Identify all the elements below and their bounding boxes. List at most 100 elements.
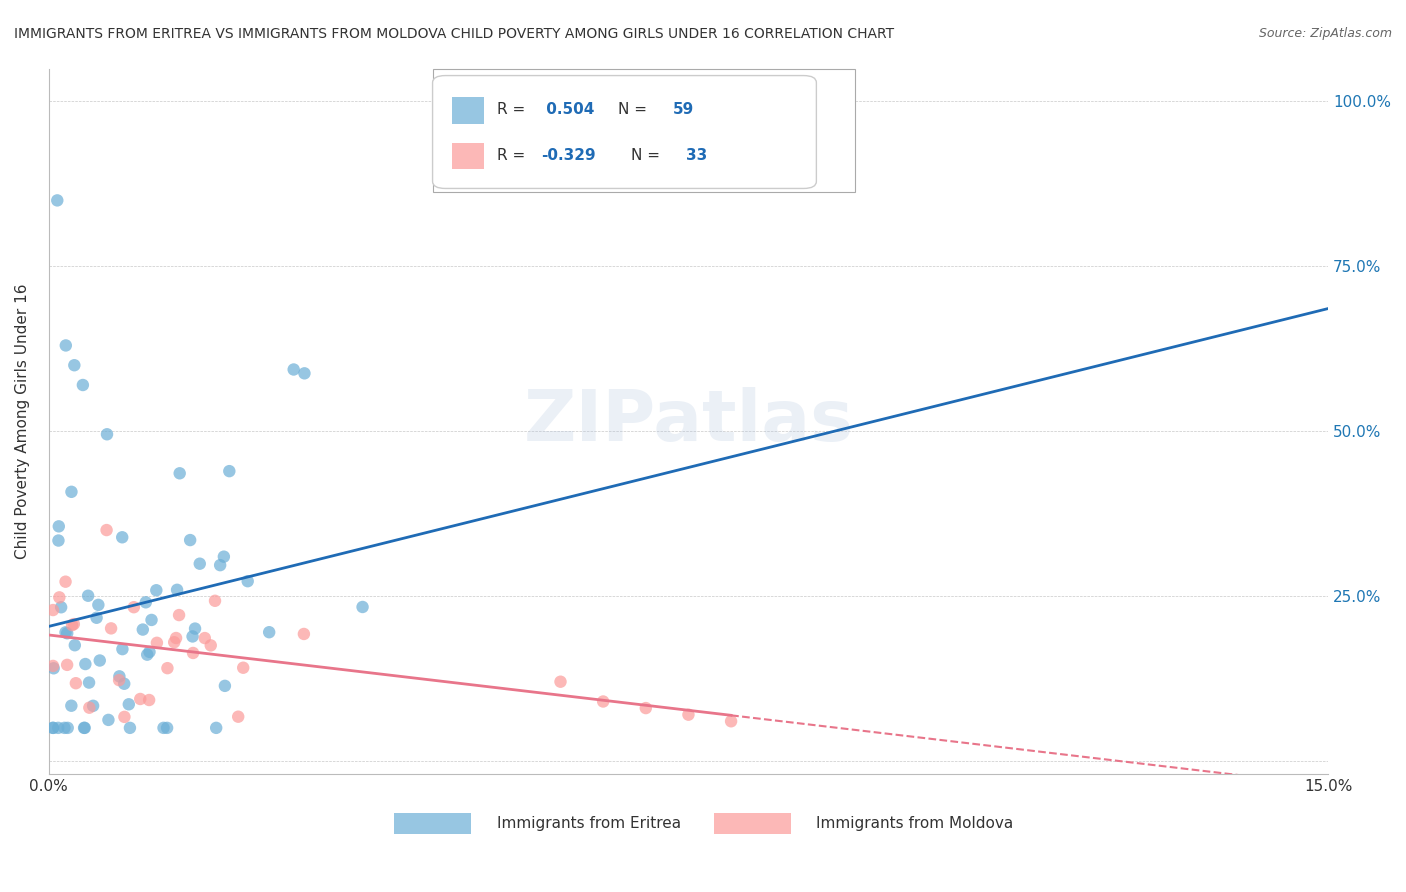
Immigrants from Moldova xyxy=(146,636,169,650)
Immigrants from Eritrea xyxy=(55,625,77,640)
Immigrants from Moldova xyxy=(100,621,122,635)
Immigrants from Moldova xyxy=(129,692,152,706)
Immigrants from Eritrea xyxy=(112,677,135,691)
Immigrants from Eritrea xyxy=(46,721,69,735)
Immigrants from Moldova xyxy=(138,693,160,707)
Immigrants from Moldova xyxy=(720,714,742,729)
Text: R =: R = xyxy=(496,148,530,163)
Immigrants from Eritrea xyxy=(87,598,110,612)
Immigrants from Moldova xyxy=(200,639,222,653)
Immigrants from Eritrea xyxy=(42,721,65,735)
Immigrants from Moldova xyxy=(56,657,79,672)
Immigrants from Moldova xyxy=(226,709,249,723)
Immigrants from Moldova xyxy=(42,659,65,673)
Immigrants from Moldova xyxy=(63,617,86,632)
Text: 33: 33 xyxy=(686,148,707,163)
Immigrants from Moldova xyxy=(678,707,700,722)
Immigrants from Eritrea xyxy=(294,367,316,381)
Immigrants from Eritrea xyxy=(214,679,236,693)
Text: Immigrants from Eritrea: Immigrants from Eritrea xyxy=(496,816,681,831)
Immigrants from Eritrea xyxy=(352,599,374,614)
Immigrants from Moldova xyxy=(108,673,131,687)
Immigrants from Eritrea xyxy=(132,623,155,637)
Immigrants from Eritrea xyxy=(49,600,72,615)
Text: N =: N = xyxy=(619,102,652,117)
Immigrants from Eritrea xyxy=(118,721,141,735)
Text: N =: N = xyxy=(631,148,665,163)
Immigrants from Eritrea xyxy=(46,194,69,208)
Immigrants from Eritrea xyxy=(77,675,100,690)
FancyBboxPatch shape xyxy=(451,96,484,124)
Immigrants from Eritrea xyxy=(212,549,235,564)
Immigrants from Eritrea xyxy=(75,657,97,671)
Immigrants from Eritrea xyxy=(72,378,94,392)
Immigrants from Eritrea xyxy=(82,698,104,713)
Text: Immigrants from Moldova: Immigrants from Moldova xyxy=(817,816,1014,831)
Immigrants from Eritrea xyxy=(166,582,188,597)
Immigrants from Moldova xyxy=(60,618,83,632)
Immigrants from Eritrea xyxy=(89,653,111,667)
FancyBboxPatch shape xyxy=(394,813,471,834)
Immigrants from Eritrea xyxy=(48,533,70,548)
Immigrants from Moldova xyxy=(163,635,186,649)
Immigrants from Eritrea xyxy=(209,558,232,573)
Immigrants from Eritrea xyxy=(63,358,86,372)
Immigrants from Eritrea xyxy=(184,622,207,636)
Immigrants from Eritrea xyxy=(257,625,280,640)
Immigrants from Moldova xyxy=(550,674,572,689)
Text: -0.329: -0.329 xyxy=(541,148,596,163)
Immigrants from Moldova xyxy=(634,701,657,715)
Immigrants from Moldova xyxy=(42,603,65,617)
Immigrants from Eritrea xyxy=(135,595,157,609)
Immigrants from Moldova xyxy=(112,710,135,724)
Immigrants from Moldova xyxy=(122,600,145,615)
Text: R =: R = xyxy=(496,102,530,117)
Immigrants from Moldova xyxy=(167,608,190,623)
Immigrants from Eritrea xyxy=(56,626,79,640)
Immigrants from Eritrea xyxy=(111,530,134,544)
Immigrants from Eritrea xyxy=(236,574,259,589)
Immigrants from Moldova xyxy=(96,523,118,537)
Immigrants from Eritrea xyxy=(141,613,163,627)
Immigrants from Eritrea xyxy=(188,557,211,571)
Immigrants from Moldova xyxy=(165,631,187,645)
Immigrants from Eritrea xyxy=(156,721,179,735)
Immigrants from Eritrea xyxy=(111,642,134,657)
Immigrants from Eritrea xyxy=(55,338,77,352)
Immigrants from Moldova xyxy=(55,574,77,589)
Immigrants from Moldova xyxy=(292,627,315,641)
Immigrants from Eritrea xyxy=(48,519,70,533)
Immigrants from Eritrea xyxy=(96,427,118,442)
Immigrants from Moldova xyxy=(48,591,70,605)
Immigrants from Eritrea xyxy=(136,648,159,662)
Immigrants from Eritrea xyxy=(86,611,108,625)
Immigrants from Moldova xyxy=(156,661,179,675)
Immigrants from Eritrea xyxy=(283,362,305,376)
Immigrants from Eritrea xyxy=(73,721,96,735)
Immigrants from Moldova xyxy=(65,676,87,690)
FancyBboxPatch shape xyxy=(451,143,484,169)
Immigrants from Eritrea xyxy=(60,484,83,499)
Immigrants from Eritrea xyxy=(42,721,65,735)
Immigrants from Moldova xyxy=(181,646,204,660)
Text: IMMIGRANTS FROM ERITREA VS IMMIGRANTS FROM MOLDOVA CHILD POVERTY AMONG GIRLS UND: IMMIGRANTS FROM ERITREA VS IMMIGRANTS FR… xyxy=(14,27,894,41)
FancyBboxPatch shape xyxy=(714,813,790,834)
Immigrants from Eritrea xyxy=(42,661,65,675)
FancyBboxPatch shape xyxy=(433,76,817,188)
Immigrants from Eritrea xyxy=(145,583,167,598)
Immigrants from Eritrea xyxy=(152,721,174,735)
Immigrants from Moldova xyxy=(194,631,217,645)
Immigrants from Moldova xyxy=(79,700,101,714)
Immigrants from Eritrea xyxy=(169,467,191,481)
Immigrants from Eritrea xyxy=(205,721,228,735)
Immigrants from Eritrea xyxy=(218,464,240,478)
Immigrants from Eritrea xyxy=(60,698,83,713)
Immigrants from Eritrea xyxy=(77,589,100,603)
Immigrants from Eritrea xyxy=(63,638,86,652)
Immigrants from Eritrea xyxy=(118,698,141,712)
Immigrants from Eritrea xyxy=(108,669,131,683)
Immigrants from Eritrea xyxy=(53,721,76,735)
FancyBboxPatch shape xyxy=(433,69,855,192)
Immigrants from Eritrea xyxy=(179,533,201,547)
Immigrants from Eritrea xyxy=(56,721,79,735)
